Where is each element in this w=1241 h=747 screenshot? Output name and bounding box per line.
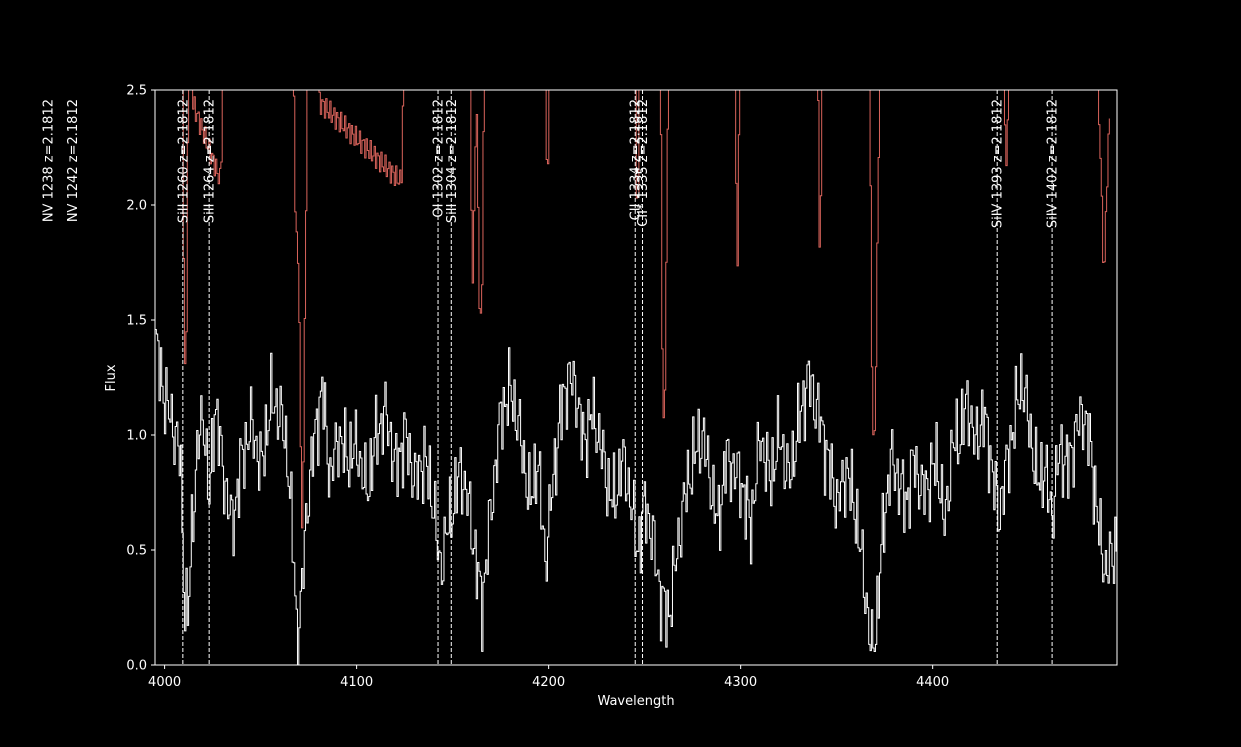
plot-clip-group: [155, 90, 1117, 665]
y-tick-label: 1.0: [126, 429, 147, 444]
line-marker-label-2: SiII 1260 z=2.1812: [176, 99, 191, 223]
line-marker-label-8: SiIV 1393 z=2.1812: [991, 99, 1006, 228]
x-tick-label: 4000: [148, 675, 181, 690]
y-axis-label: Flux: [104, 364, 119, 391]
axes: 4000 4100 4200 4300 4400 0.0 0.5 1.0 1.5 2.0 2.5: [126, 84, 1118, 690]
line-marker-label-6: CII 1334 z=2.1812: [629, 99, 644, 220]
y-tick-label: 0.0: [126, 659, 147, 674]
y-tick-label: 2.0: [126, 199, 147, 214]
line-marker-label-5: SiII 1304 z=2.1812: [445, 99, 460, 223]
y-tick-label: 2.5: [126, 84, 147, 99]
line-marker-label-1: NV 1242 z=2.1812: [66, 99, 81, 222]
line-marker-label-4: OI 1302 z=2.1812: [432, 99, 447, 218]
axes-frame: [154, 89, 1118, 666]
x-axis-label: Wavelength: [597, 694, 674, 709]
series-flux-line: [155, 328, 1117, 665]
x-tick-label: 4300: [724, 675, 757, 690]
line-marker-label-9: SiIV 1402 z=2.1812: [1046, 99, 1061, 228]
y-tick-label: 0.5: [126, 544, 147, 559]
y-tick-label: 1.5: [126, 314, 147, 329]
line-marker-label-0: NV 1238 z=2.1812: [42, 99, 57, 222]
x-tick-label: 4100: [340, 675, 373, 690]
x-tick-label: 4400: [916, 675, 949, 690]
line-marker-label-7: CII* 1335 z=2.1812: [636, 99, 651, 227]
line-marker-label-3: SiII 1264 z=2.1812: [203, 99, 218, 223]
x-tick-label: 4200: [532, 675, 565, 690]
plot-area: NV 1238 z=2.1812 NV 1242 z=2.1812 SiII 126…: [42, 90, 1117, 665]
